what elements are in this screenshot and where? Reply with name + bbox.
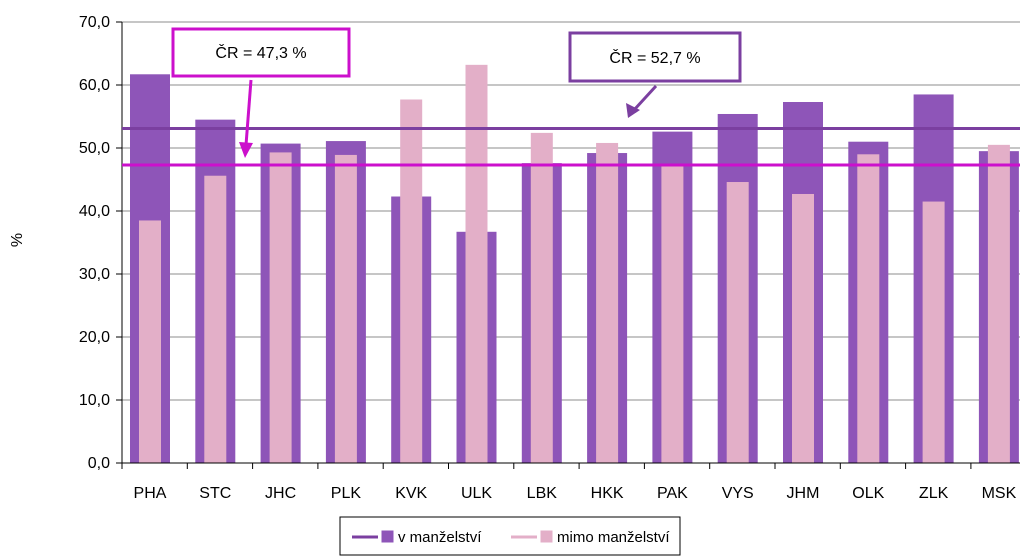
x-tick-label: LBK	[527, 485, 558, 502]
legend-box	[339, 516, 681, 556]
x-tick-label: VYS	[722, 485, 754, 502]
x-tick-label: HKK	[591, 485, 624, 502]
bar-mimo-manzelstvi	[204, 175, 227, 463]
x-axis-labels: PHA STC JHC PLK KVK ULK LBK HKK PAK VYS JHM OLK ZLK M…	[134, 485, 1017, 502]
y-axis-title: %	[9, 233, 26, 247]
legend-swatch	[540, 530, 553, 543]
x-tick-label: MSK	[982, 485, 1017, 502]
reference-lines	[122, 126, 1020, 167]
legend: v manželství mimo manželství	[339, 516, 681, 556]
bar-mimo-manzelstvi	[465, 64, 488, 463]
callout-label: ČR = 52,7 %	[609, 48, 700, 67]
callouts: ČR = 52,7 % ČR = 47,3 %	[171, 27, 742, 158]
bar-mimo-manzelstvi	[661, 164, 684, 463]
y-tick-label: 50,0	[79, 140, 110, 157]
legend-label: v manželství	[398, 529, 482, 546]
bar-mimo-manzelstvi	[530, 132, 553, 463]
bar-mimo-manzelstvi	[596, 142, 619, 463]
axes	[121, 22, 1020, 469]
bar-mimo-manzelstvi	[857, 154, 880, 464]
y-tick-label: 10,0	[79, 392, 110, 409]
y-tick-label: 40,0	[79, 203, 110, 220]
x-tick-label: OLK	[852, 485, 884, 502]
x-tick-label: PLK	[331, 485, 362, 502]
legend-label: mimo manželství	[557, 529, 670, 546]
legend-swatch	[381, 530, 394, 543]
bar-mimo-manzelstvi	[400, 99, 423, 464]
x-tick-label: STC	[199, 485, 231, 502]
x-tick-label: ZLK	[919, 485, 949, 502]
bar-mimo-manzelstvi	[726, 182, 749, 463]
callout-box	[171, 27, 351, 78]
callout-arrowhead	[626, 103, 640, 118]
callout-arrow	[632, 84, 658, 112]
bar-mimo-manzelstvi	[269, 152, 292, 463]
x-tick-label: KVK	[395, 485, 427, 502]
bar-mimo-manzelstvi	[922, 201, 945, 464]
x-tick-label: PHA	[134, 485, 167, 502]
bar-mimo-manzelstvi	[792, 193, 814, 464]
x-tick-label: JHC	[265, 485, 296, 502]
y-tick-label: 30,0	[79, 266, 110, 283]
callout-arrowhead	[239, 142, 253, 158]
y-axis-ticks: 0,0 10,0 20,0 30,0 40,0 50,0 60,0 70,0	[79, 14, 122, 472]
y-tick-label: 60,0	[79, 77, 110, 94]
x-tick-label: ULK	[461, 485, 492, 502]
callout-box	[568, 31, 742, 83]
bars	[130, 64, 1019, 464]
y-tick-label: 20,0	[79, 329, 110, 346]
bar-mimo-manzelstvi	[139, 220, 161, 463]
callout-arrow	[244, 79, 253, 146]
y-tick-label: 70,0	[79, 14, 110, 31]
bar-mimo-manzelstvi	[987, 144, 1010, 463]
callout-label: ČR = 47,3 %	[215, 43, 306, 62]
x-tick-label: JHM	[787, 485, 820, 502]
y-tick-label: 0,0	[88, 455, 110, 472]
bar-mimo-manzelstvi	[334, 154, 357, 463]
x-tick-label: PAK	[657, 485, 688, 502]
